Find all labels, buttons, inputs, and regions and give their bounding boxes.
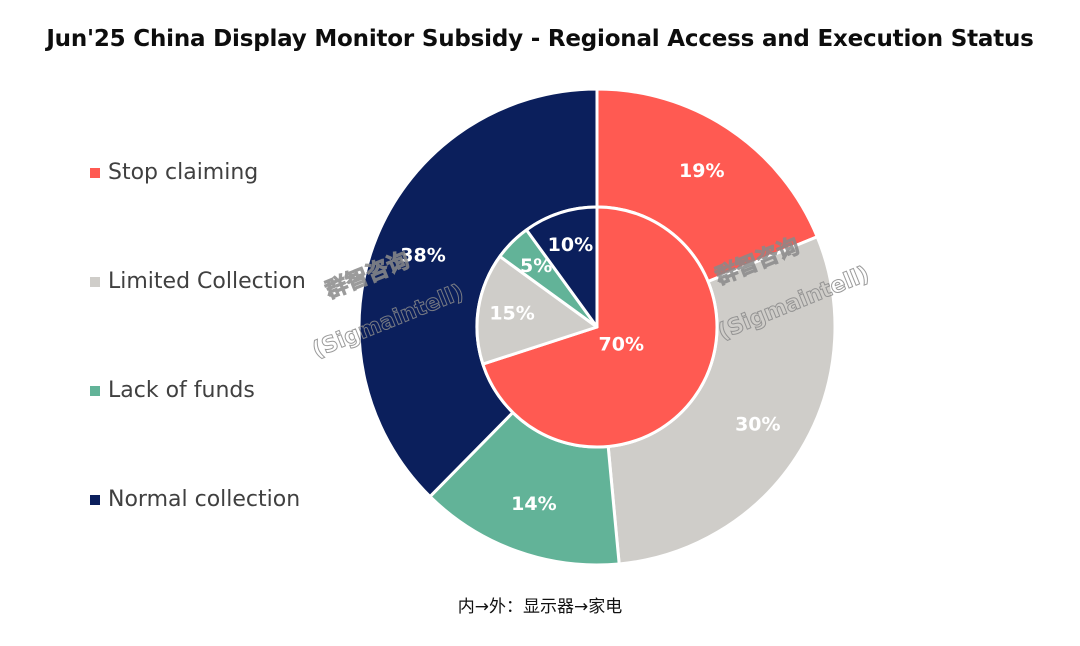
inner-slice-normal-collection <box>524 205 599 329</box>
outer-label-normal-collection: 38% <box>400 245 445 267</box>
legend-swatch-normal-collection <box>90 494 100 505</box>
inner-label-limited-collection: 15% <box>489 303 534 325</box>
slice-labels: 19% 30% 14% 38% 70% 15% 5%10% <box>400 160 780 515</box>
outer-label-limited-collection: 30% <box>735 413 780 435</box>
chart-title: Jun'25 China Display Monitor Subsidy - R… <box>46 26 1034 52</box>
outer-label-stop-claiming: 19% <box>679 160 724 182</box>
legend-label-limited-collection: Limited Collection <box>108 269 306 294</box>
legend-swatch-limited-collection <box>90 276 100 287</box>
inner-label-lack-of-funds: 5% <box>520 255 552 277</box>
legend-label-stop-claiming: Stop claiming <box>108 160 259 185</box>
inner-slice-limited-collection <box>475 254 599 366</box>
legend-label-lack-of-funds: Lack of funds <box>108 378 255 403</box>
footnote: 内→外：显示器→家电 <box>457 597 623 617</box>
legend-item-lack-of-funds: Lack of funds <box>90 378 255 403</box>
inner-label-normal-collection: 10% <box>548 234 593 256</box>
legend-item-normal-collection: Normal collection <box>90 487 300 512</box>
legend-swatch-stop-claiming <box>90 167 100 178</box>
inner-label-stop-claiming: 70% <box>599 334 644 356</box>
legend-swatch-lack-of-funds <box>90 385 100 396</box>
inner-ring <box>475 205 719 449</box>
legend-label-normal-collection: Normal collection <box>108 487 301 512</box>
inner-slice-stop-claiming <box>481 205 719 449</box>
outer-label-lack-of-funds: 14% <box>511 493 556 515</box>
legend-item-stop-claiming: Stop claiming <box>90 160 258 185</box>
legend-item-limited-collection: Limited Collection <box>90 269 306 294</box>
